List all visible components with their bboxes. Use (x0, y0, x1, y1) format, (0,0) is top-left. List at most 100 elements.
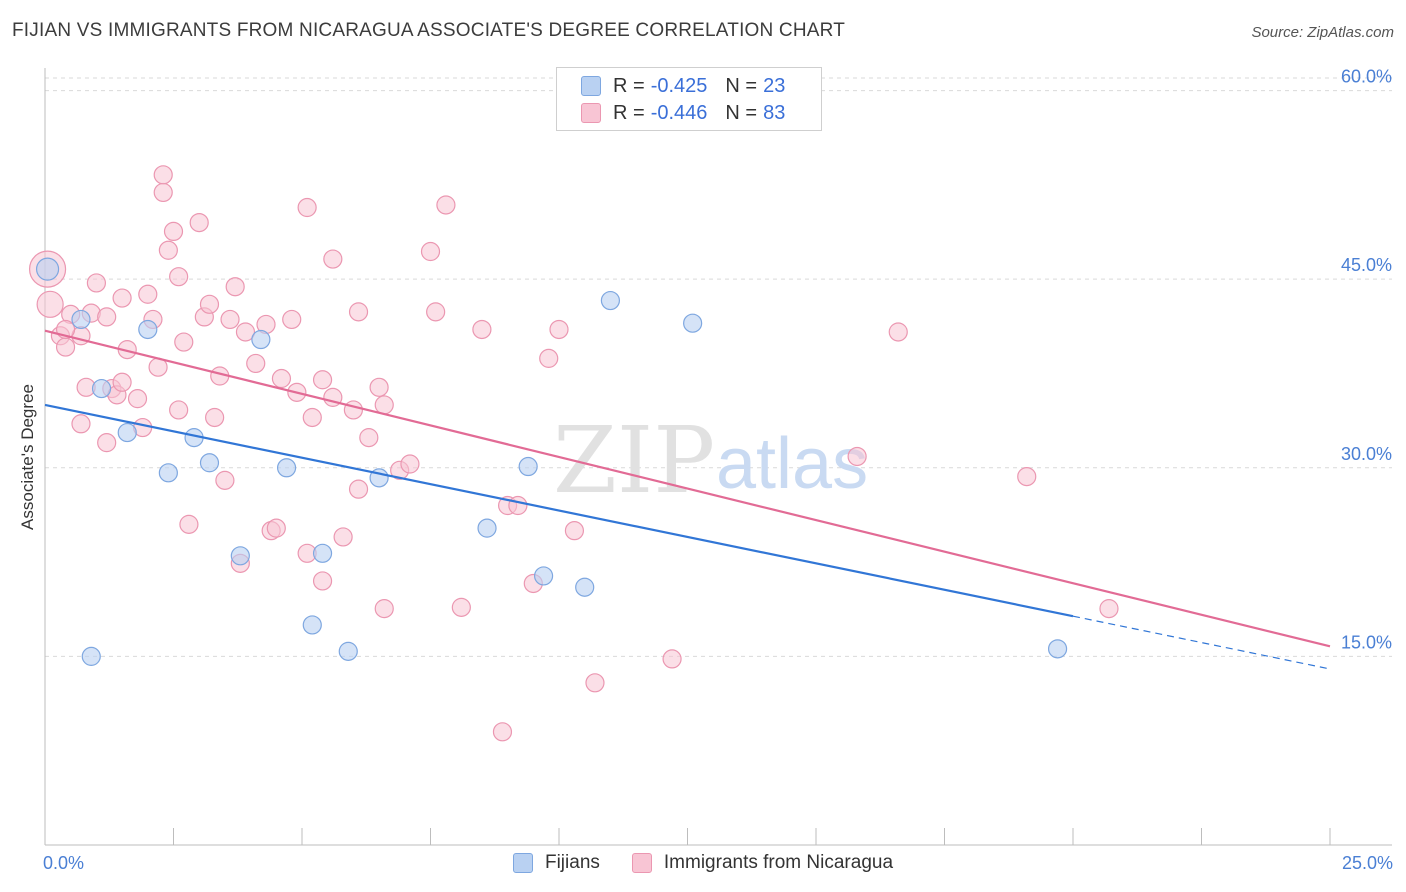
point-fijian (158, 463, 178, 483)
y-tick-label: 30.0% (1341, 444, 1392, 464)
point-fijian (71, 309, 91, 330)
point-nicaragua (323, 249, 343, 269)
legend-r-label: R = (613, 74, 645, 97)
legend-swatch-fijians (512, 853, 533, 873)
point-nicaragua (271, 368, 292, 389)
point-nicaragua (400, 454, 420, 474)
y-axis-label: Associate's Degree (18, 384, 37, 530)
point-nicaragua (374, 395, 394, 415)
point-nicaragua (343, 400, 363, 420)
point-nicaragua (246, 353, 266, 374)
point-nicaragua (451, 597, 471, 617)
point-fijian (117, 422, 137, 443)
point-fijian (276, 458, 297, 478)
legend-row-nicaragua: R = -0.446 N = 83 (581, 101, 785, 125)
point-nicaragua (508, 495, 528, 516)
point-fijian (312, 543, 333, 563)
trend-line-nicaragua (44, 329, 1331, 648)
point-nicaragua (1099, 599, 1119, 619)
point-fijian (1047, 639, 1068, 659)
legend-r-label: R = (613, 101, 645, 124)
point-fijian (35, 257, 60, 281)
y-tick-label: 45.0% (1341, 255, 1392, 275)
x-tick-label: 0.0% (43, 853, 84, 873)
point-nicaragua (1017, 466, 1037, 487)
point-nicaragua (153, 165, 173, 185)
point-nicaragua (174, 332, 194, 352)
point-nicaragua (312, 370, 333, 390)
correlation-legend: R = -0.425 N = 23 R = -0.446 N = 83 (556, 67, 822, 131)
legend-n-value: 83 (763, 101, 786, 124)
legend-row-fijians: R = -0.425 N = 23 (581, 74, 785, 98)
point-nicaragua (169, 400, 189, 420)
point-nicaragua (662, 649, 682, 669)
point-nicaragua (472, 319, 492, 340)
legend-n-label: N = (725, 101, 758, 124)
point-fijian (81, 646, 101, 666)
point-nicaragua (36, 290, 64, 318)
point-nicaragua (282, 309, 302, 330)
point-nicaragua (333, 527, 353, 547)
point-fijian (302, 615, 322, 635)
point-nicaragua (348, 479, 369, 499)
point-nicaragua (235, 322, 256, 342)
point-nicaragua (302, 407, 322, 428)
point-nicaragua (71, 414, 91, 434)
legend-swatch-nicaragua (581, 103, 601, 123)
y-tick-label: 15.0% (1341, 632, 1392, 652)
point-fijian (251, 329, 271, 350)
legend-n-label: N = (725, 74, 758, 97)
point-nicaragua (97, 307, 117, 327)
point-nicaragua (205, 407, 225, 428)
point-fijian (338, 641, 358, 661)
point-nicaragua (199, 294, 220, 314)
point-nicaragua (153, 182, 173, 203)
legend-swatch-fijians (581, 76, 601, 96)
point-nicaragua (585, 673, 605, 693)
watermark-atlas: atlas (716, 424, 868, 504)
point-fijian (138, 319, 158, 340)
series-legend: Fijians Immigrants from Nicaragua (0, 852, 1406, 874)
y-tick-label: 60.0% (1341, 67, 1392, 87)
point-fijian (477, 518, 497, 538)
point-fijian (230, 546, 250, 566)
point-nicaragua (436, 195, 456, 215)
legend-item-fijians[interactable]: Fijians (512, 852, 600, 874)
legend-item-nicaragua[interactable]: Immigrants from Nicaragua (631, 852, 893, 874)
watermark-zip: ZIP (553, 407, 715, 514)
point-nicaragua (312, 571, 333, 591)
legend-label-fijians: Fijians (544, 852, 600, 873)
point-nicaragua (86, 273, 107, 293)
point-nicaragua (266, 518, 286, 538)
point-nicaragua (888, 322, 908, 342)
point-nicaragua (492, 722, 513, 742)
legend-r-value: -0.446 (650, 101, 708, 124)
point-nicaragua (215, 470, 235, 490)
chart-title: FIJIAN VS IMMIGRANTS FROM NICARAGUA ASSO… (12, 20, 846, 41)
point-nicaragua (359, 428, 379, 448)
x-tick-label: 25.0% (1342, 853, 1393, 873)
legend-r-value: -0.425 (650, 74, 708, 97)
watermark: ZIP atlas (553, 407, 868, 514)
point-fijian (518, 456, 538, 477)
trend-line-fijians (44, 403, 1074, 618)
point-nicaragua (420, 241, 441, 262)
point-nicaragua (163, 221, 184, 241)
point-nicaragua (225, 277, 245, 297)
labels-layer: 15.0% 30.0% 45.0% 60.0% 0.0% 25.0% (43, 67, 1393, 873)
point-fijian (575, 577, 595, 597)
point-nicaragua (112, 288, 132, 308)
point-fijian (600, 290, 621, 311)
point-nicaragua (426, 302, 446, 322)
trend-line-fijians-extrapolated (1072, 615, 1331, 670)
point-nicaragua (97, 433, 117, 453)
point-nicaragua (158, 240, 178, 260)
trend-layer (44, 329, 1331, 670)
point-nicaragua (55, 337, 76, 357)
point-fijian (533, 566, 554, 586)
axes-layer (44, 68, 1392, 846)
point-nicaragua (348, 302, 369, 322)
point-nicaragua (189, 212, 209, 233)
point-nicaragua (539, 348, 559, 368)
